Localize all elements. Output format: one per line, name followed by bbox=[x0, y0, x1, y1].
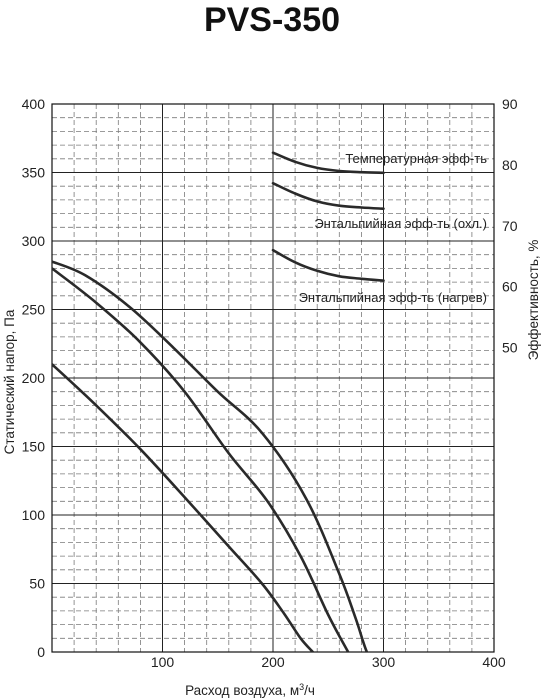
y-tick-label: 0 bbox=[37, 644, 45, 660]
curve-label: Энтальпийная эфф-ть (нагрев) bbox=[299, 290, 487, 305]
y2-tick-label: 60 bbox=[502, 279, 518, 295]
y-tick-label: 300 bbox=[22, 233, 46, 249]
chart-title: PVS-350 bbox=[204, 1, 340, 39]
y-tick-label: 150 bbox=[22, 439, 46, 455]
grid bbox=[52, 104, 494, 652]
efficiency-curve bbox=[271, 181, 385, 210]
efficiency-curve bbox=[271, 151, 385, 175]
y2-tick-label: 90 bbox=[502, 96, 518, 112]
curve-label: Температурная эфф-ть bbox=[345, 151, 487, 166]
x-tick-label: 300 bbox=[372, 654, 396, 670]
y-tick-label: 250 bbox=[22, 302, 46, 318]
y-tick-label: 100 bbox=[22, 507, 46, 523]
y-tick-label: 200 bbox=[22, 370, 46, 386]
y-tick-label: 350 bbox=[22, 165, 46, 181]
x-tick-label: 200 bbox=[261, 654, 285, 670]
curve-label: Энтальпийная эфф-ть (охл.) bbox=[314, 216, 487, 231]
y-tick-label: 400 bbox=[22, 96, 46, 112]
x-tick-label: 100 bbox=[151, 654, 175, 670]
tick-labels: 100 200 300 400 0 50 100 150 200 250 300 350 400 50 60… bbox=[22, 96, 518, 670]
y-axis-label: Статический напор, Па bbox=[2, 309, 17, 454]
efficiency-curve bbox=[271, 248, 385, 282]
y2-tick-label: 80 bbox=[502, 157, 518, 173]
y2-tick-label: 50 bbox=[502, 340, 518, 356]
curve-annotations: Температурная эфф-ть Энтальпийная эфф-ть … bbox=[299, 151, 488, 305]
pressure-curve bbox=[52, 267, 350, 652]
pressure-curve bbox=[52, 260, 369, 652]
pressure-curve bbox=[52, 363, 315, 652]
y2-tick-label: 70 bbox=[502, 218, 518, 234]
x-tick-label: 400 bbox=[482, 654, 506, 670]
plot-frame bbox=[51, 103, 495, 653]
x-axis-label: Расход воздуха, м3/ч bbox=[185, 682, 315, 698]
y2-axis-label: Эффективность, % bbox=[526, 240, 541, 361]
y-tick-label: 50 bbox=[29, 576, 45, 592]
curves bbox=[52, 151, 385, 652]
